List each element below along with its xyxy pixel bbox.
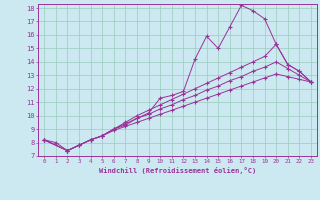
X-axis label: Windchill (Refroidissement éolien,°C): Windchill (Refroidissement éolien,°C) xyxy=(99,167,256,174)
